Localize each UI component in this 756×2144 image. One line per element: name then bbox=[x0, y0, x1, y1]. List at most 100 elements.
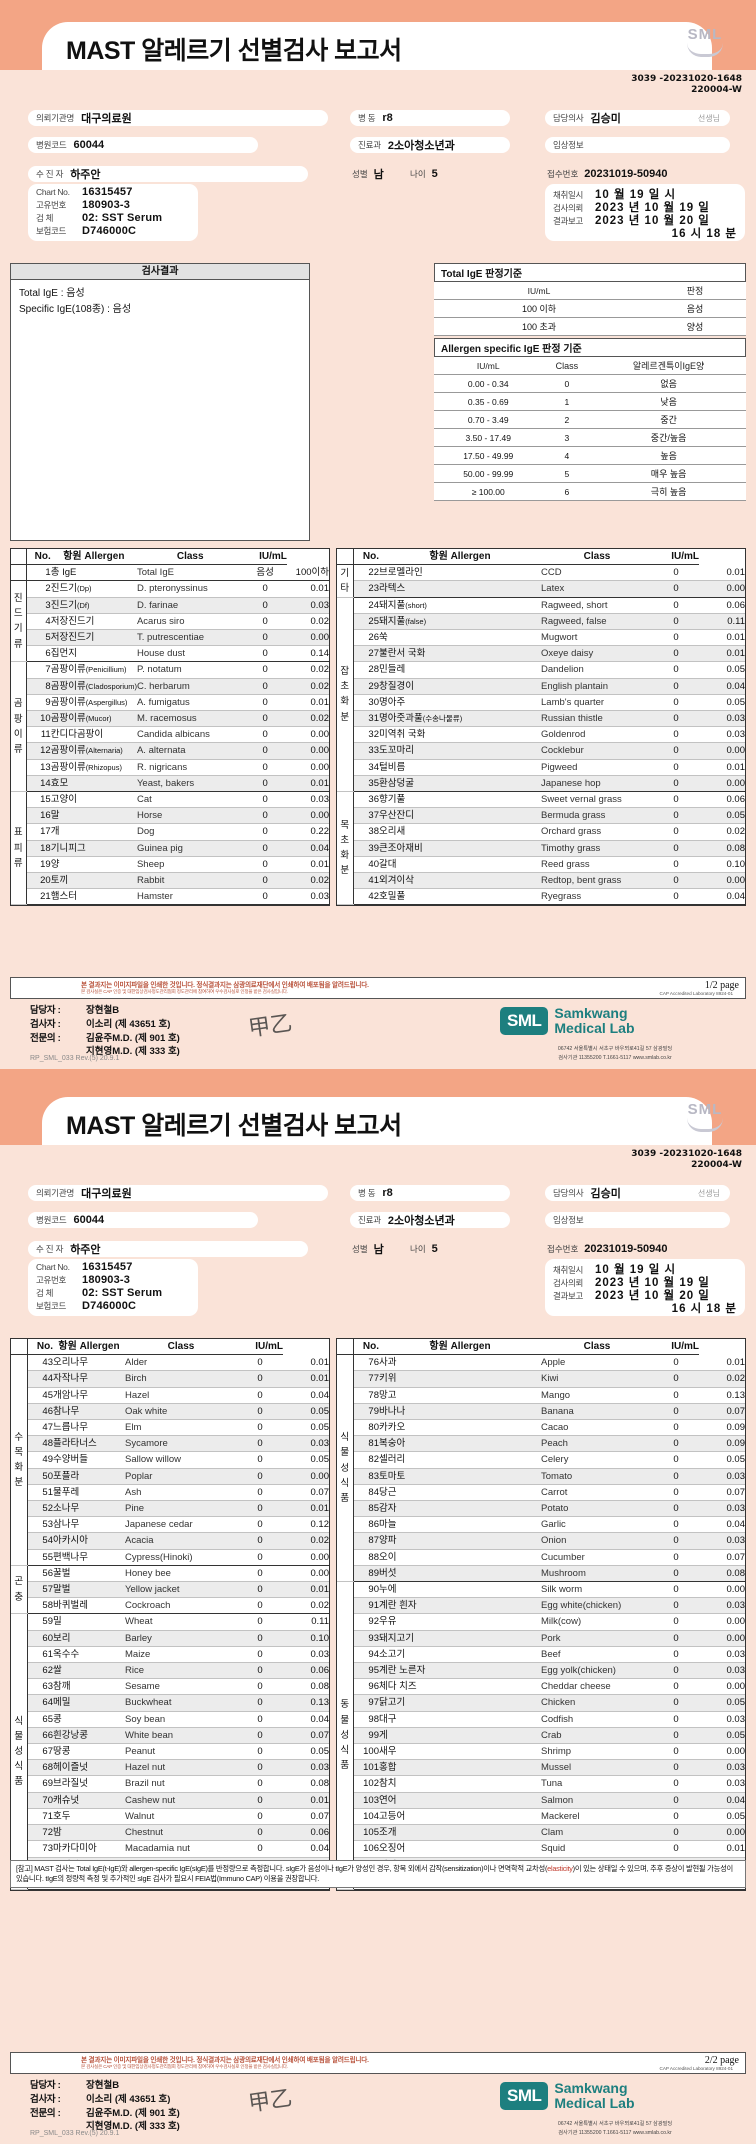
allergen-name-en: M. racemosus bbox=[136, 710, 244, 728]
allergen-class: 0 bbox=[653, 1808, 699, 1826]
allergen-class: 0 bbox=[653, 840, 699, 857]
allergen-name-en: Tuna bbox=[541, 1775, 653, 1793]
allergen-name-kr: 창질경이 bbox=[379, 678, 541, 695]
clinical-info-label: 임상정보 bbox=[553, 140, 584, 150]
allergen-no: 47 bbox=[27, 1419, 53, 1437]
allergen-class: 0 bbox=[653, 1484, 699, 1502]
criteria-cell: 낮음 bbox=[591, 392, 746, 411]
allergen-no: 49 bbox=[27, 1451, 53, 1469]
allergen-no: 50 bbox=[27, 1468, 53, 1485]
report-time-value-p2: 16 시 18 분 bbox=[671, 1303, 737, 1315]
table-row: 53 삼나무 Japanese cedar 0 0.12 bbox=[11, 1516, 329, 1534]
allergen-name-en: Carrot bbox=[541, 1484, 653, 1502]
allergen-no: 45 bbox=[27, 1387, 53, 1404]
allergen-name-en: Lamb's quarter bbox=[541, 694, 653, 712]
allergen-name-en: Bermuda grass bbox=[541, 807, 653, 825]
allergen-class: 0 bbox=[653, 1468, 699, 1485]
allergen-iu-value: 0.04 bbox=[283, 1840, 329, 1858]
allergen-name-kr: 참나무 bbox=[53, 1403, 125, 1421]
allergen-name-en: CCD bbox=[541, 564, 653, 582]
allergen-no: 89 bbox=[353, 1565, 379, 1583]
department-label: 진료과 bbox=[358, 140, 381, 150]
table-row: 진 드 기 류 2 진드기(Dp) D. pteronyssinus 0 0.01 bbox=[11, 580, 329, 663]
allergen-no: 9 bbox=[26, 694, 51, 712]
sig-key-1-p1: 검사자 : bbox=[30, 1018, 61, 1030]
allergen-class: 0 bbox=[653, 1792, 699, 1809]
row-report-time: 16 시 18 분 bbox=[553, 225, 737, 240]
allergen-class: 0 bbox=[243, 888, 287, 906]
table-row: 13 곰팡이류(Rhizopus) R. nigricans 0 0.00 bbox=[11, 759, 329, 776]
field-clinical-info: 임상정보 bbox=[545, 137, 730, 153]
allergen-no: 39 bbox=[353, 840, 379, 857]
specimen-info-stack-p2: Chart No. 16315457 고유번호 180903-3 검 체 02:… bbox=[28, 1259, 198, 1316]
row-request-date: 검사의뢰 2023 년 10 월 19 일 bbox=[553, 199, 737, 214]
field-patient-name-p2: 수 진 자 하주안 bbox=[28, 1241, 308, 1257]
allergen-iu-value: 0.05 bbox=[283, 1403, 329, 1421]
col-no-header-p1l: No. bbox=[26, 549, 51, 566]
allergen-class: 0 bbox=[653, 1613, 699, 1631]
allergen-name-kr: 새우 bbox=[379, 1743, 541, 1761]
allergen-name-en: Alder bbox=[125, 1354, 237, 1372]
col-allergen-header-p2l: 항원 Allergen bbox=[53, 1339, 125, 1356]
table-row: 33 도꼬마리 Cocklebur 0 0.00 bbox=[337, 742, 745, 760]
allergen-class: 0 bbox=[653, 1581, 699, 1599]
allergen-class: 0 bbox=[653, 823, 699, 841]
allergen-iu-value: 0.05 bbox=[699, 807, 745, 825]
total-ige-criteria: Total IgE 판정기준 IU/mL 판정 100 이하 음성 100 초과 양성 bbox=[434, 263, 746, 336]
allergen-name-kr: 큰조아재비 bbox=[379, 840, 541, 857]
allergen-name-en: Barley bbox=[125, 1630, 237, 1647]
table-row: 38 오리새 Orchard grass 0 0.02 bbox=[337, 823, 745, 841]
allergen-class: 0 bbox=[653, 1678, 699, 1696]
allergen-class: 0 bbox=[237, 1808, 283, 1826]
allergen-iu-value: 0.03 bbox=[699, 1597, 745, 1615]
allergen-name-en: Acarus siro bbox=[136, 613, 244, 631]
table-row: 3 진드기(Df) D. farinae 0 0.03 bbox=[11, 597, 329, 614]
allergen-name-kr: 감자 bbox=[379, 1500, 541, 1518]
allergen-name-en: A. fumigatus bbox=[136, 694, 244, 712]
allergen-no: 12 bbox=[26, 742, 51, 760]
allergen-class: 0 bbox=[243, 645, 287, 663]
sex-value: 남 bbox=[373, 169, 384, 181]
allergen-name-kr: 느릅나무 bbox=[53, 1419, 125, 1437]
sig-row-3-p1: 지현영M.D. (제 333 호) bbox=[30, 1045, 180, 1059]
allergen-iu-value: 0.07 bbox=[699, 1484, 745, 1502]
allergen-name-kr: 곰팡이류(Cladosporium) bbox=[50, 678, 137, 695]
criteria-cell: 4 bbox=[542, 446, 592, 465]
allergen-no: 7 bbox=[26, 661, 51, 679]
footer-note-line1-p2: 본 결과지는 이미지파일을 인쇄한 것입니다. 정식결과지는 삼광의료재단에서 … bbox=[81, 2057, 369, 2064]
table-row: 60 보리 Barley 0 0.10 bbox=[11, 1630, 329, 1647]
title-rest-p2: 알레르기 선별검사 보고서 bbox=[134, 1112, 402, 1140]
sml-logo-top-2: SML bbox=[678, 1101, 732, 1135]
allergen-no: 3 bbox=[26, 597, 51, 614]
allergen-iu-value: 0.09 bbox=[699, 1419, 745, 1437]
allergen-name-en: House dust bbox=[136, 645, 244, 663]
allergen-no: 88 bbox=[353, 1549, 379, 1566]
allergen-name-en: English plantain bbox=[541, 678, 653, 695]
handwritten-signature-p2: 甲乙 bbox=[246, 2085, 294, 2116]
allergen-no: 38 bbox=[353, 823, 379, 841]
sml-logo-text-1: SML bbox=[687, 26, 723, 43]
allergen-name-en: Wheat bbox=[125, 1613, 237, 1631]
allergen-no: 93 bbox=[353, 1630, 379, 1647]
allergen-name-en: Redtop, bent grass bbox=[541, 872, 653, 890]
unique-no-label: 고유번호 bbox=[36, 200, 67, 210]
test-result-body: Total IgE : 음성 Specific IgE(108종) : 음성 bbox=[11, 280, 309, 323]
criteria-cell: 0 bbox=[542, 374, 592, 393]
allergen-class: 0 bbox=[237, 1646, 283, 1664]
allergen-name-kr: 곰팡이류(Rhizopus) bbox=[50, 759, 137, 776]
title-mast-p2: MAST bbox=[66, 1112, 135, 1140]
page-number-p2: 2/2 page bbox=[704, 2055, 739, 2066]
hospital-code-value: 60044 bbox=[73, 139, 105, 151]
allergen-class: 0 bbox=[653, 694, 699, 712]
allergen-iu-value: 0.13 bbox=[699, 1387, 745, 1404]
age-label-p2: 나이 bbox=[410, 1244, 426, 1254]
result-line-total-ige: Total IgE : 음성 bbox=[19, 288, 85, 299]
report-date-value-p2: 2023 년 10 월 20 일 bbox=[595, 1290, 710, 1302]
allergen-name-kr: 오리새 bbox=[379, 823, 541, 841]
sig-key-0-p2: 담당자 : bbox=[30, 2080, 61, 2091]
request-date-value-p2: 2023 년 10 월 19 일 bbox=[595, 1277, 710, 1289]
allergen-class: 0 bbox=[237, 1549, 283, 1566]
allergen-name-kr: 대구 bbox=[379, 1711, 541, 1728]
table-row: 34 털비름 Pigweed 0 0.01 bbox=[337, 759, 745, 776]
